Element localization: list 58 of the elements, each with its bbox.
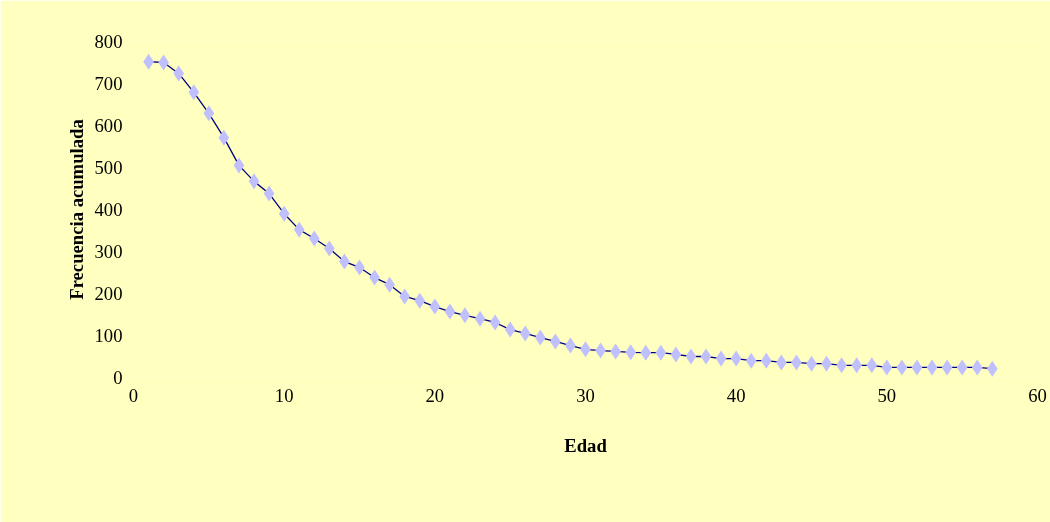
point (218, 129, 230, 146)
y-tick-label: 600 (94, 115, 123, 136)
point (881, 359, 893, 376)
point (655, 344, 667, 361)
y-tick-label: 100 (94, 325, 123, 346)
x-tick-label: 60 (1028, 384, 1047, 406)
point (625, 344, 637, 361)
point (188, 84, 200, 101)
point (474, 310, 486, 327)
y-tick-label: 500 (94, 157, 123, 178)
point (293, 221, 305, 238)
x-tick-label: 10 (274, 384, 294, 406)
point (233, 157, 245, 174)
point (956, 359, 968, 376)
point (278, 205, 290, 222)
x-tick-label: 0 (128, 384, 139, 406)
point (534, 329, 546, 346)
point (263, 185, 275, 202)
point (866, 357, 878, 374)
point (986, 360, 998, 377)
point (429, 298, 441, 315)
point (730, 350, 742, 367)
point (760, 352, 772, 369)
point (248, 173, 260, 190)
y-tick-label: 200 (94, 283, 123, 304)
point (926, 359, 938, 376)
point (399, 288, 411, 305)
point (173, 65, 185, 82)
x-axis-title: Edad (564, 434, 608, 456)
x-tick-label: 30 (576, 384, 595, 406)
point (715, 350, 727, 367)
point (308, 230, 320, 247)
point (685, 348, 697, 365)
point (971, 359, 983, 376)
point (745, 352, 757, 369)
point (504, 321, 516, 338)
point (459, 307, 471, 324)
point (519, 325, 531, 342)
point (640, 344, 652, 361)
y-tick-label: 0 (113, 367, 123, 388)
point (444, 303, 456, 320)
point (851, 357, 863, 374)
y-tick-label: 400 (94, 199, 123, 220)
point (896, 359, 908, 376)
x-tick-label: 40 (726, 384, 746, 406)
point (700, 348, 712, 365)
y-axis-title: Frecuencia acumulada (65, 118, 87, 300)
y-tick-label: 800 (94, 31, 123, 52)
point (911, 359, 923, 376)
point (203, 105, 215, 122)
x-tick-label: 20 (425, 384, 445, 406)
x-tick-label: 50 (877, 384, 897, 406)
y-tick-label: 700 (94, 73, 123, 94)
point (941, 359, 953, 376)
point (670, 346, 682, 363)
point (414, 292, 426, 309)
point (489, 314, 501, 331)
y-tick-label: 300 (94, 241, 123, 262)
